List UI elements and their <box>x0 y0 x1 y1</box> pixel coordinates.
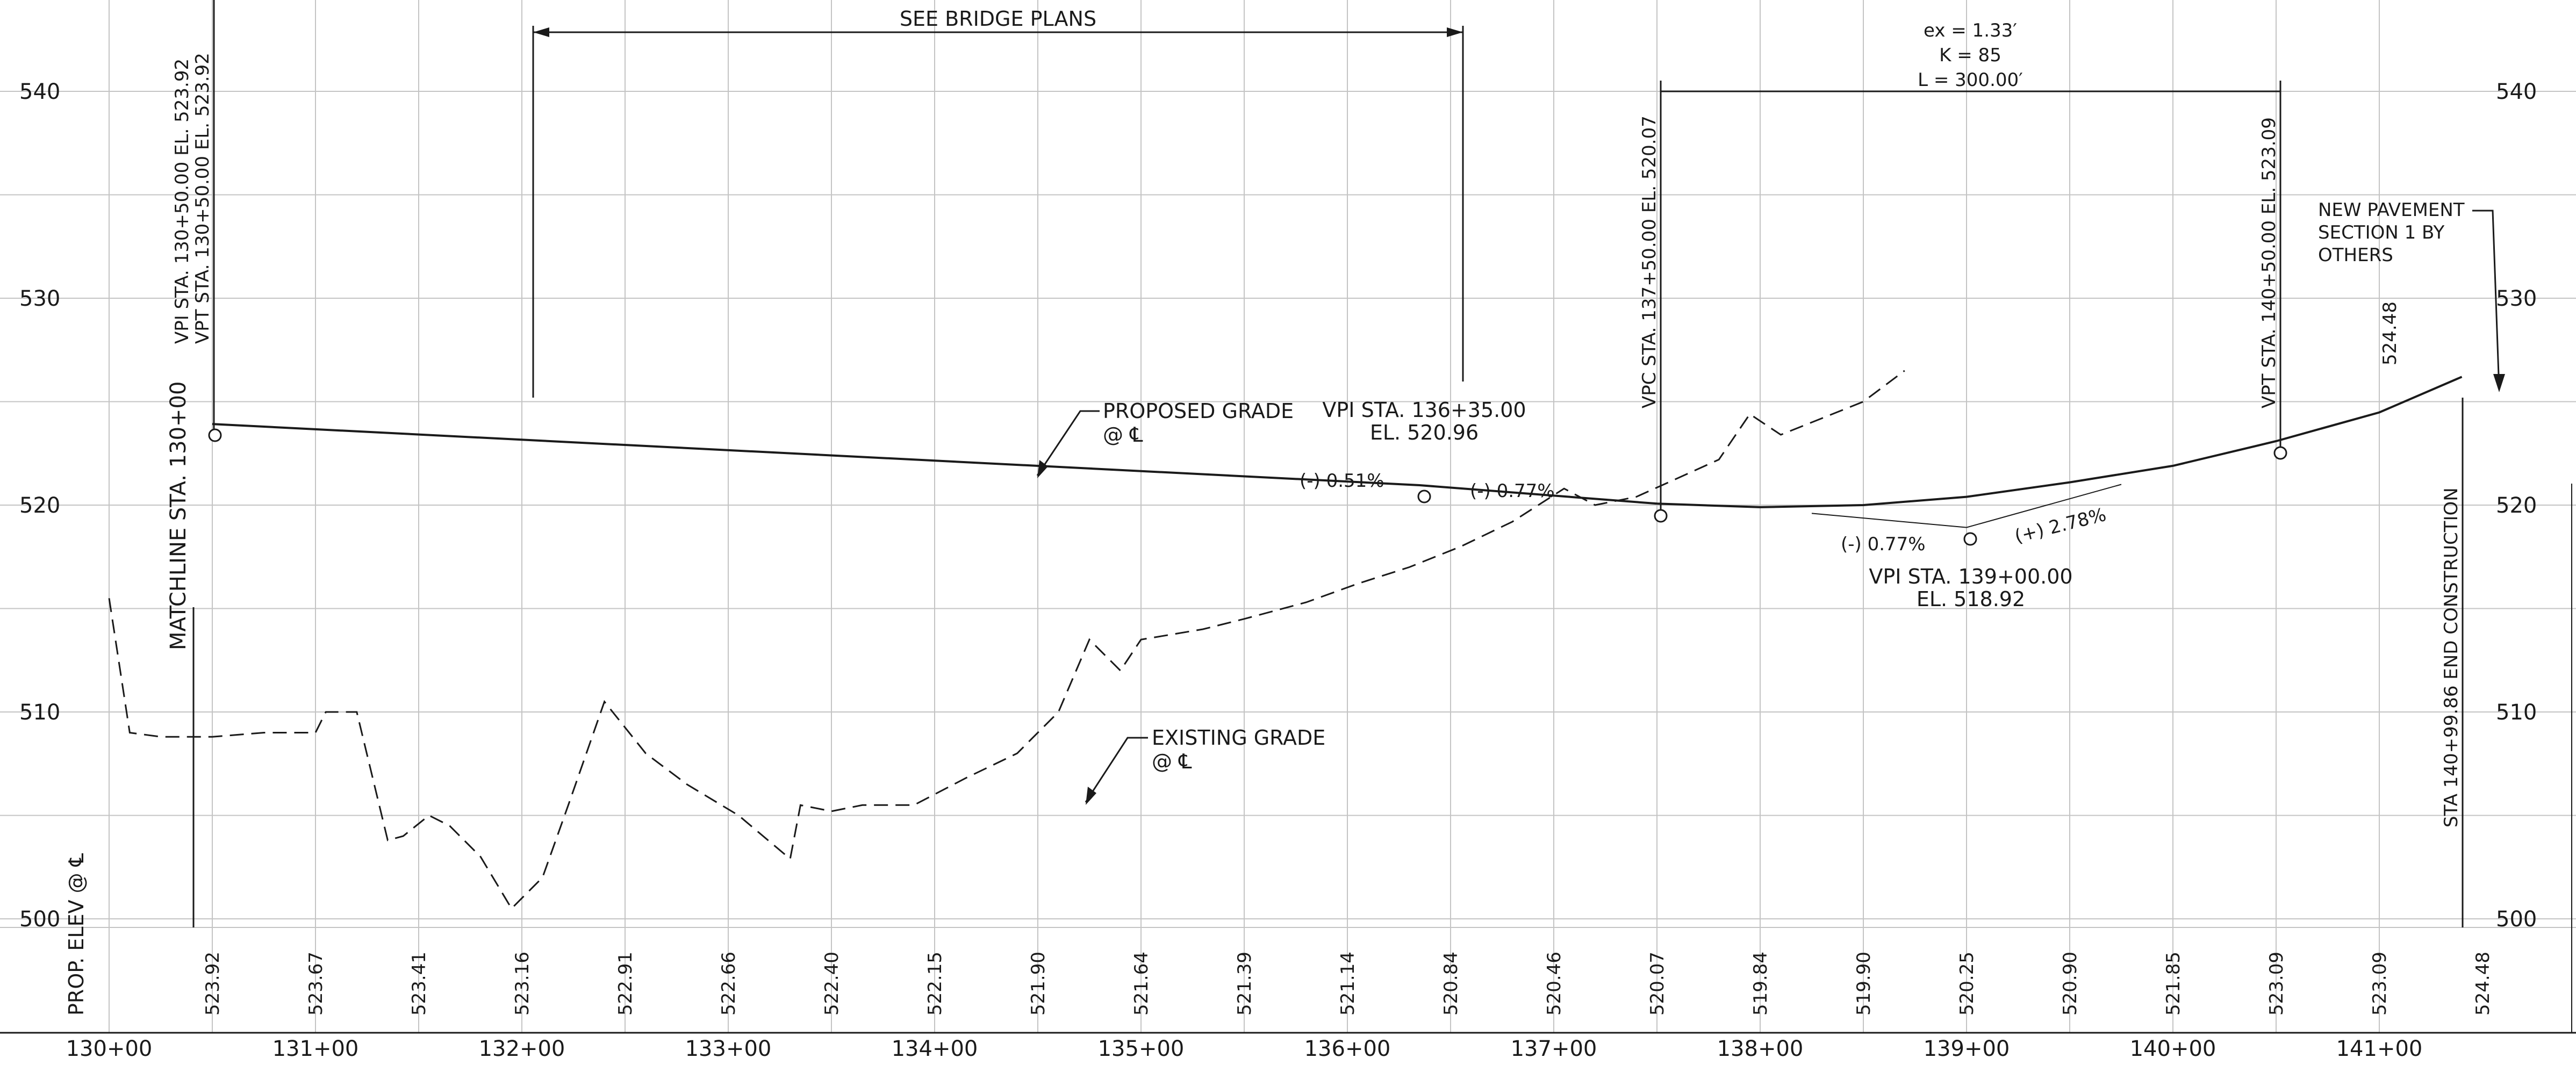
prop-elevation-value: 523.41 <box>408 952 430 1016</box>
vpi2-line-2: EL. 518.92 <box>1917 587 2025 611</box>
vpi1-line-1: VPI STA. 136+35.00 <box>1322 398 1526 422</box>
prop-elevation-value: 523.09 <box>2369 952 2391 1016</box>
vpi1-line-2: EL. 520.96 <box>1370 421 1479 444</box>
station-tick-label: 141+00 <box>2336 1037 2423 1061</box>
prop-elevation-value: 522.15 <box>924 952 946 1016</box>
existing-grade-line-1: EXISTING GRADE <box>1152 726 1325 750</box>
station-tick-label: 138+00 <box>1717 1037 1804 1061</box>
end-construction-label: STA 140+99.86 END CONSTRUCTION <box>2441 487 2462 827</box>
station-tick-label: 131+00 <box>272 1037 359 1061</box>
station-tick-label: 132+00 <box>479 1037 565 1061</box>
station-tick-label: 139+00 <box>1924 1037 2010 1061</box>
bridge-label: SEE BRIDGE PLANS <box>900 7 1096 31</box>
bridge-dimension <box>532 26 1464 398</box>
prop-elevation-value: 520.90 <box>2060 952 2081 1016</box>
station-tick-label: 135+00 <box>1098 1037 1185 1061</box>
vpi2-point <box>1963 532 1977 546</box>
station-tick-label: 134+00 <box>892 1037 978 1061</box>
end-elev-label: 524.48 <box>2379 301 2401 365</box>
vpc-label: VPC STA. 137+50.00 EL. 520.07 <box>1639 116 1660 408</box>
prop-elevation-value: 523.16 <box>512 952 533 1016</box>
station-tick-label: 136+00 <box>1304 1037 1391 1061</box>
new-pavement-leader <box>2472 210 2500 390</box>
elev-tick-label-right: 530 <box>2496 286 2537 311</box>
prop-elevation-row: 523.92 523.67 523.41 523.16 522.91 522.66 522.… <box>202 952 2494 1016</box>
station-tick-label: 130+00 <box>66 1037 153 1061</box>
prop-elevation-value: 521.14 <box>1337 952 1359 1016</box>
prop-elevation-value: 520.25 <box>1956 952 1978 1016</box>
prop-elev-label: PROP. ELEV @ ℄ <box>64 853 88 1016</box>
elev-tick-label-right: 520 <box>2496 493 2537 518</box>
curve-k: K = 85 <box>1939 45 2001 66</box>
elev-tick-label-right: 500 <box>2496 907 2537 932</box>
station-tick-label: 133+00 <box>685 1037 772 1061</box>
vpt-end-point <box>2273 446 2287 460</box>
existing-grade-arrow <box>1086 787 1096 805</box>
curve-ex: ex = 1.33′ <box>1924 20 2017 41</box>
prop-elevation-value: 520.84 <box>1440 952 1462 1016</box>
control-points <box>208 428 2287 546</box>
existing-grade-profile <box>108 370 1905 910</box>
vpt-start-label: VPT STA. 130+50.00 EL. 523.92 <box>192 53 213 344</box>
vpi-overlap-label: VPI STA. 130+50.00 EL. 523.92 <box>171 59 193 344</box>
prop-elevation-value: 519.90 <box>1853 952 1875 1016</box>
prop-elevation-value: 519.84 <box>1750 952 1771 1016</box>
proposed-grade-arrow <box>1037 460 1048 478</box>
vpi1-point <box>1417 490 1431 503</box>
prop-elevation-value: 522.66 <box>718 952 740 1016</box>
proposed-grade-line-2: @ ℄ <box>1103 423 1143 447</box>
tangent-extension-line <box>1811 484 2122 528</box>
prop-elevation-value: 521.85 <box>2163 952 2184 1016</box>
prop-elevation-value: 521.39 <box>1234 952 1255 1016</box>
prop-elevation-value: 521.64 <box>1131 952 1152 1016</box>
curve-dimension <box>1660 81 2281 516</box>
vpt-end-label: VPT STA. 140+50.00 EL. 523.09 <box>2258 117 2280 408</box>
vpt-start-point <box>208 428 222 442</box>
elev-tick-label-left: 500 <box>19 907 60 932</box>
grade-label-3: (-) 0.77% <box>1841 534 1926 555</box>
vpi2-line-1: VPI STA. 139+00.00 <box>1869 565 2072 588</box>
elev-tick-label-right: 540 <box>2496 80 2537 104</box>
station-tick-label: 137+00 <box>1511 1037 1597 1061</box>
new-pavement-line-1: NEW PAVEMENT <box>2318 199 2465 221</box>
prop-elevation-value: 522.91 <box>615 952 636 1016</box>
prop-elevation-value: 520.46 <box>1544 952 1565 1016</box>
existing-grade-leader <box>1085 737 1148 803</box>
prop-elevation-value: 522.40 <box>821 952 843 1016</box>
proposed-grade-profile <box>212 376 2463 508</box>
curve-l: L = 300.00′ <box>1918 69 2023 91</box>
new-pavement-line-2: SECTION 1 BY <box>2318 222 2445 243</box>
prop-elevation-value: 520.07 <box>1647 952 1668 1016</box>
elev-tick-label-left: 540 <box>19 80 60 104</box>
existing-grade-line-2: @ ℄ <box>1152 750 1192 773</box>
new-pavement-arrow <box>2493 374 2505 392</box>
prop-elevation-value: 524.48 <box>2472 952 2494 1016</box>
proposed-grade-leader <box>1036 410 1100 476</box>
prop-elevation-value: 523.92 <box>202 952 224 1016</box>
elev-tick-label-left: 530 <box>19 286 60 311</box>
vpc-point <box>1654 509 1668 523</box>
elev-tick-label-left: 510 <box>19 700 60 725</box>
new-pavement-line-3: OTHERS <box>2318 244 2393 266</box>
matchline-label: MATCHLINE STA. 130+00 <box>166 382 191 650</box>
prop-elevation-value: 523.09 <box>2266 952 2287 1016</box>
prop-elevation-value: 523.67 <box>305 952 327 1016</box>
proposed-grade-line-1: PROPOSED GRADE <box>1103 399 1294 423</box>
prop-elevation-value: 521.90 <box>1028 952 1049 1016</box>
grid <box>0 0 2576 1033</box>
station-tick-label: 140+00 <box>2130 1037 2216 1061</box>
elev-tick-label-right: 510 <box>2496 700 2537 725</box>
elev-tick-label-left: 520 <box>19 493 60 518</box>
